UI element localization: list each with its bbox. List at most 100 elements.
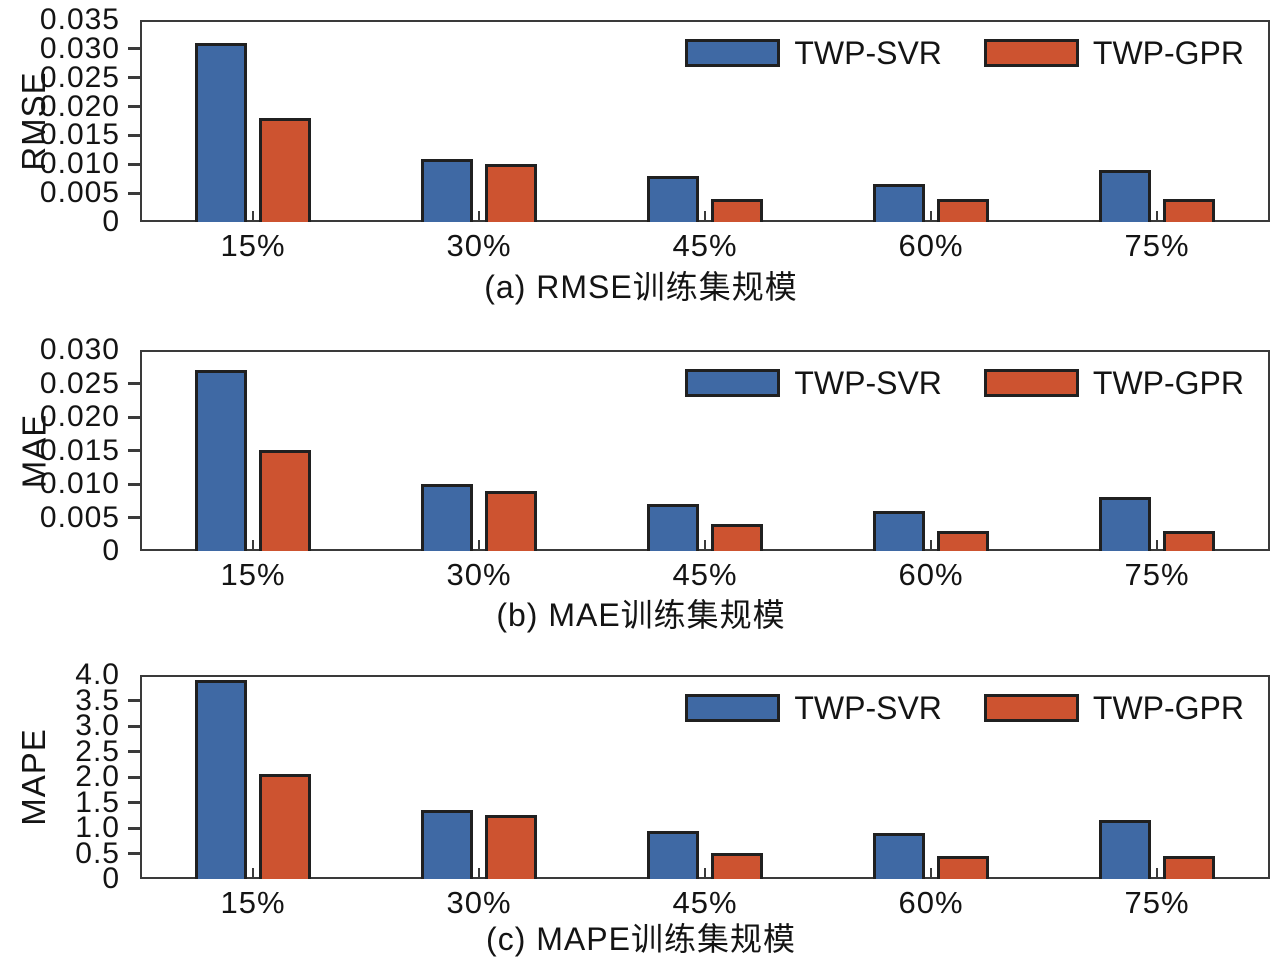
x-category-label: 60% — [898, 557, 964, 592]
xtick-mark — [1156, 540, 1158, 549]
y-axis-label-c: MAPE — [15, 728, 52, 826]
legend-swatch-twp-gpr — [983, 39, 1079, 67]
bar-twp-gpr — [485, 491, 537, 551]
ytick-label: 0.010 — [39, 467, 120, 500]
ytick-label: 4.0 — [75, 658, 120, 691]
legend-a: TWP-SVR TWP-GPR — [685, 36, 1244, 70]
legend-swatch-twp-svr — [685, 694, 781, 722]
ytick-label: 0.005 — [39, 500, 120, 534]
ytick-label: 0.020 — [39, 400, 120, 433]
xtick-mark — [930, 211, 932, 220]
ytick-label: 1.5 — [75, 785, 120, 819]
ytick-mark — [128, 449, 140, 452]
bar-twp-svr — [647, 831, 699, 879]
x-category-label: 30% — [446, 228, 512, 263]
legend-item-twp-gpr: TWP-GPR — [983, 365, 1244, 401]
legend-item-twp-gpr: TWP-GPR — [983, 36, 1244, 70]
xtick-mark — [930, 540, 932, 549]
x-category-label: 75% — [1124, 885, 1190, 920]
ytick-mark — [128, 76, 140, 80]
ytick-label: 0.5 — [75, 836, 120, 870]
ytick-label: 0 — [102, 534, 120, 567]
xtick-mark — [1156, 211, 1158, 220]
ytick-mark — [128, 724, 140, 728]
legend-item-twp-gpr: TWP-GPR — [983, 690, 1244, 726]
ytick-label: 0.030 — [39, 31, 120, 65]
legend-label-twp-gpr: TWP-GPR — [1092, 365, 1244, 401]
legend-label-twp-svr: TWP-SVR — [794, 690, 942, 726]
legend-item-twp-svr: TWP-SVR — [685, 691, 942, 725]
bar-twp-gpr — [259, 774, 311, 879]
x-category-label: 30% — [446, 557, 512, 592]
caption-b: (b) MAE训练集规模 — [496, 597, 786, 633]
x-category-label: 75% — [1124, 557, 1190, 592]
legend-swatch-twp-gpr — [983, 369, 1079, 397]
bar-twp-svr — [195, 370, 247, 551]
xtick-mark — [478, 211, 480, 220]
ytick-label: 0.010 — [39, 147, 120, 181]
ytick-mark — [128, 47, 140, 51]
legend-item-twp-svr: TWP-SVR — [685, 36, 942, 70]
ytick-label: 3.5 — [75, 683, 120, 717]
ytick-mark — [128, 105, 140, 109]
x-category-label: 45% — [672, 885, 738, 920]
bar-twp-gpr — [1163, 856, 1215, 879]
x-category-label: 60% — [898, 228, 964, 263]
ytick-mark — [128, 133, 140, 137]
ytick-label: 0.025 — [39, 60, 120, 94]
ytick-label: 2.0 — [75, 760, 120, 793]
bar-twp-svr — [873, 511, 925, 551]
legend-b: TWP-SVR TWP-GPR — [685, 366, 1244, 400]
bar-twp-svr — [421, 810, 473, 879]
bar-twp-svr — [1099, 170, 1151, 222]
bar-twp-gpr — [259, 118, 311, 222]
bar-twp-gpr — [485, 815, 537, 879]
xtick-mark — [252, 211, 254, 220]
x-category-label: 45% — [672, 228, 738, 263]
x-category-label: 15% — [220, 557, 286, 592]
bar-twp-gpr — [259, 450, 311, 551]
x-category-label: 15% — [220, 228, 286, 263]
ytick-label: 1.0 — [75, 811, 120, 844]
x-category-label: 60% — [898, 885, 964, 920]
ytick-mark — [128, 801, 140, 804]
bar-twp-gpr — [937, 199, 989, 222]
xtick-mark — [930, 868, 932, 877]
ytick-label: 0.005 — [39, 176, 120, 210]
ytick-label: 3.0 — [75, 709, 120, 742]
bar-twp-gpr — [937, 856, 989, 879]
legend-label-twp-svr: TWP-SVR — [794, 35, 942, 71]
legend-swatch-twp-svr — [685, 369, 781, 397]
x-category-label: 45% — [672, 557, 738, 592]
xtick-mark — [704, 211, 706, 220]
ytick-label: 0 — [102, 862, 120, 895]
caption-a: (a) RMSE训练集规模 — [484, 269, 798, 305]
ytick-mark — [128, 382, 140, 385]
caption-c: (c) MAPE训练集规模 — [486, 921, 796, 957]
xtick-mark — [252, 540, 254, 549]
bar-twp-gpr — [937, 531, 989, 551]
legend-swatch-twp-svr — [685, 39, 781, 67]
bar-twp-svr — [647, 504, 699, 551]
bar-twp-gpr — [711, 199, 763, 222]
legend-label-twp-gpr: TWP-GPR — [1092, 690, 1244, 726]
ytick-label: 0.030 — [39, 333, 120, 366]
ytick-mark — [128, 699, 140, 702]
bar-twp-gpr — [485, 164, 537, 222]
ytick-mark — [128, 516, 140, 519]
xtick-mark — [478, 540, 480, 549]
ytick-label: 0.015 — [39, 433, 120, 467]
ytick-mark — [128, 162, 140, 166]
xtick-mark — [1156, 868, 1158, 877]
xtick-mark — [704, 540, 706, 549]
bar-twp-gpr — [711, 853, 763, 879]
bar-twp-svr — [1099, 820, 1151, 879]
ytick-label: 0.035 — [39, 3, 120, 36]
bar-twp-gpr — [1163, 531, 1215, 551]
legend-c: TWP-SVR TWP-GPR — [685, 691, 1244, 725]
ytick-mark — [128, 852, 140, 855]
